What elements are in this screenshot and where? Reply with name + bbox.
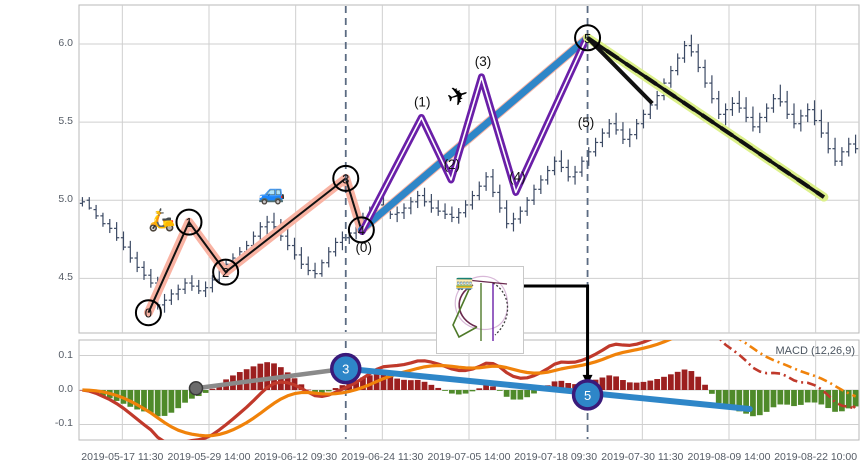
sub-wave-label-4: (4) [509, 169, 526, 184]
ohlc-bars [79, 34, 859, 313]
macd-wave-markers: 35 [330, 352, 604, 411]
y-tick-macd: 0.1 [58, 348, 73, 361]
svg-text:5: 5 [584, 31, 591, 46]
macd-wave-marker-5: 5 [584, 388, 591, 403]
sub-wave-label-2: (2) [444, 157, 461, 172]
x-tick-label: 2019-06-12 09:30 [254, 451, 338, 463]
car-icon: 🚙 [258, 180, 286, 205]
wave-marker-0: 0 [134, 299, 162, 327]
primary-wave-markers: 0 1 2 3 4 5 [134, 24, 602, 327]
x-tick-label: 2019-05-17 11:30 [81, 451, 164, 463]
wave-overlays [143, 33, 829, 318]
macd-divergence-lines [188, 365, 753, 412]
macd-indicator-label: MACD (12,26,9) [776, 345, 855, 357]
svg-text:2: 2 [222, 265, 229, 280]
svg-text:3: 3 [342, 171, 349, 186]
sub-wave-label-0: (0) [355, 240, 372, 255]
svg-text:1: 1 [185, 215, 192, 230]
wave-marker-3: 3 [332, 164, 360, 192]
y-tick-main: 4.5 [58, 271, 73, 284]
ferris-wheel-inset[interactable]: 🚃 [436, 266, 524, 354]
wave-marker-1: 1 [175, 208, 203, 236]
svg-text:4: 4 [358, 223, 365, 238]
macd-wave-marker-3: 3 [342, 362, 349, 377]
y-tick-main: 5.0 [58, 193, 73, 206]
x-tick-label: 2019-08-22 10:00 [774, 451, 858, 463]
x-tick-label: 2019-05-29 14:00 [167, 451, 251, 463]
scooter-icon: 🛵 [148, 207, 176, 232]
train-icon: 🚃 [455, 274, 474, 291]
x-tick-label: 2019-07-05 14:00 [427, 451, 511, 463]
y-tick-macd: 0.0 [58, 383, 73, 395]
x-tick-label: 2019-07-18 09:30 [514, 451, 598, 463]
sub-wave-label-1: (1) [414, 95, 431, 110]
inset-canvas [452, 275, 509, 341]
y-tick-main: 6.0 [58, 37, 73, 50]
svg-text:0: 0 [145, 306, 152, 321]
y-tick-main: 5.5 [58, 115, 73, 128]
sub-wave-label-5: (5) [578, 115, 595, 130]
x-tick-label: 2019-07-30 11:30 [601, 451, 684, 463]
y-tick-macd: -0.1 [54, 417, 73, 430]
sub-wave-labels: (0) (1) (2) (3) (4) (5) [355, 54, 594, 255]
x-tick-label: 2019-08-09 14:00 [687, 451, 771, 463]
wave-marker-4: 4 [347, 216, 375, 244]
wave-marker-5: 5 [574, 24, 602, 52]
x-tick-label: 2019-06-24 11:30 [341, 451, 424, 463]
sub-wave-label-3: (3) [475, 54, 492, 69]
wave-marker-2: 2 [212, 258, 240, 286]
